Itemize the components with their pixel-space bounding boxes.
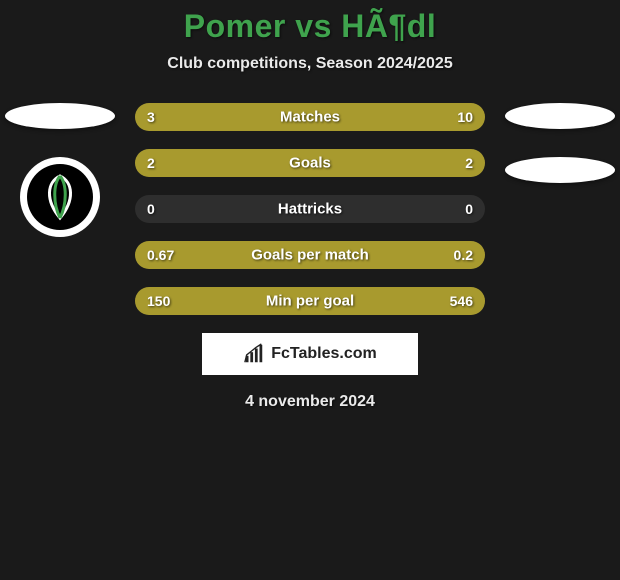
brand-text: FcTables.com [271,345,377,363]
stat-label: Goals [289,155,331,172]
stat-value-right: 0.2 [454,247,473,263]
subtitle: Club competitions, Season 2024/2025 [0,55,620,73]
middle-row: 3 Matches 10 2 Goals 2 0 Hattricks 0 [0,103,620,315]
stat-value-right: 2 [465,155,473,171]
page-title: Pomer vs HÃ¶dl [0,8,620,45]
stat-value-right: 10 [457,109,473,125]
player-right-club-oval-2 [505,157,615,183]
player-left-club-oval [5,103,115,129]
stat-label: Matches [280,109,340,126]
comparison-widget: Pomer vs HÃ¶dl Club competitions, Season… [0,0,620,411]
left-player-column [5,103,115,237]
right-player-column [505,103,615,183]
player-right-club-oval-1 [505,103,615,129]
stat-bar-min-per-goal: 150 Min per goal 546 [135,287,485,315]
stat-value-left: 3 [147,109,155,125]
fctables-link[interactable]: FcTables.com [202,333,418,375]
stat-value-left: 0.67 [147,247,174,263]
stat-bar-hattricks: 0 Hattricks 0 [135,195,485,223]
stat-fill-left [135,149,310,177]
stat-label: Min per goal [266,293,354,310]
stat-value-right: 546 [450,293,473,309]
stats-column: 3 Matches 10 2 Goals 2 0 Hattricks 0 [135,103,485,315]
date-label: 4 november 2024 [0,393,620,411]
stat-bar-goals-per-match: 0.67 Goals per match 0.2 [135,241,485,269]
stat-value-left: 2 [147,155,155,171]
stat-bar-matches: 3 Matches 10 [135,103,485,131]
stat-value-right: 0 [465,201,473,217]
club-logo-icon [33,170,87,224]
player-left-club-badge [20,157,100,237]
bar-chart-icon [243,343,265,365]
stat-bar-goals: 2 Goals 2 [135,149,485,177]
badge-inner [27,164,93,230]
stat-label: Hattricks [278,201,342,218]
stat-fill-right [216,103,486,131]
stat-label: Goals per match [251,247,369,264]
stat-fill-right [310,149,485,177]
stat-value-left: 0 [147,201,155,217]
stat-value-left: 150 [147,293,170,309]
